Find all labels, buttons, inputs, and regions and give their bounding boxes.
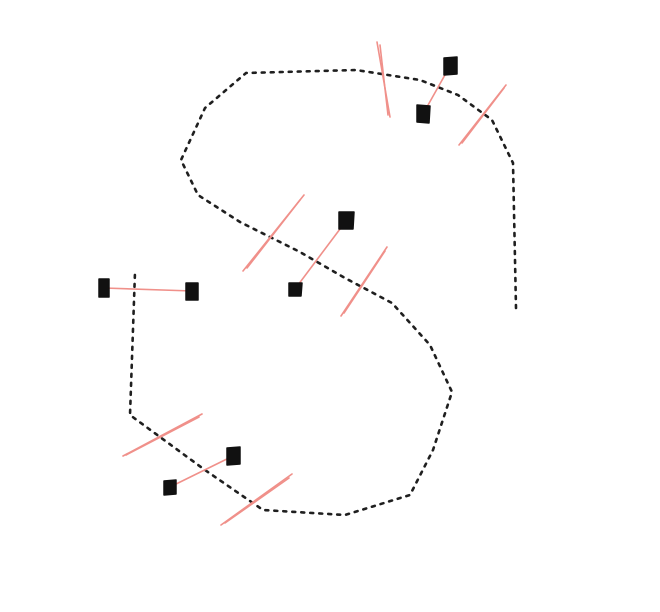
- guide-stroke-4: [340, 246, 388, 317]
- guide-stroke-2: [458, 84, 507, 146]
- handle-square[interactable]: [98, 278, 110, 298]
- handle-square[interactable]: [163, 479, 177, 496]
- handle-square[interactable]: [226, 446, 241, 466]
- connector-2: [294, 220, 347, 290]
- connector-3: [103, 287, 193, 292]
- guide-stroke-3: [242, 194, 305, 272]
- handle-square[interactable]: [185, 282, 199, 301]
- handle-square[interactable]: [416, 104, 431, 124]
- guide-stroke-5: [122, 413, 203, 457]
- connector-4: [169, 455, 234, 488]
- dotted-s-curve: [128, 68, 518, 517]
- curve-segment-top: [128, 68, 518, 517]
- control-handles: [98, 56, 458, 496]
- guide-stroke-6: [220, 473, 293, 526]
- handle-square[interactable]: [288, 282, 303, 297]
- handle-square[interactable]: [443, 56, 458, 76]
- handle-square[interactable]: [338, 211, 355, 230]
- guide-stroke-1: [376, 41, 391, 118]
